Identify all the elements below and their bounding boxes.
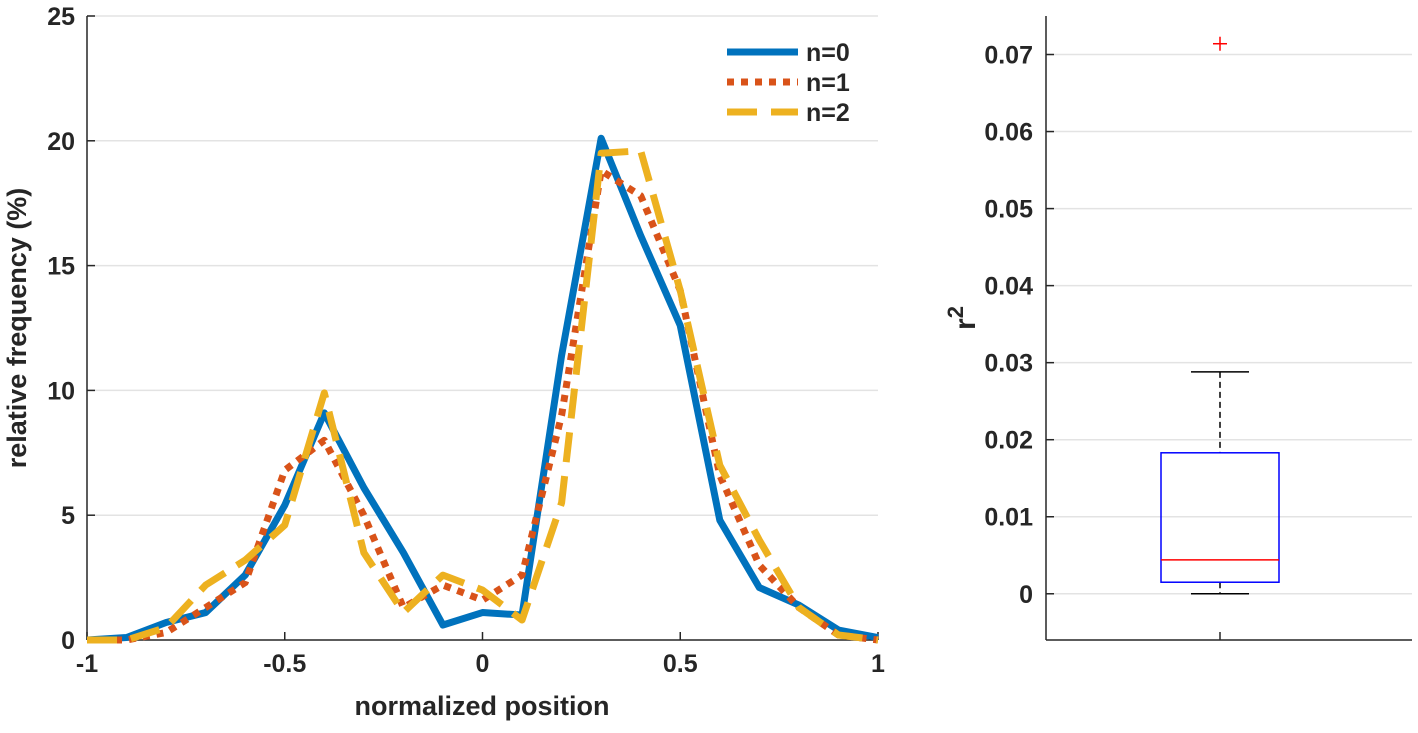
- box-y-axis-label-superscript: 2: [943, 306, 968, 318]
- y-tick-label: 0.04: [984, 273, 1033, 301]
- y-tick-label: 0.01: [984, 504, 1033, 532]
- y-tick-label: 0.02: [984, 427, 1033, 455]
- box-plot-panel: 0 0.01 0.02 0.03 0.04 0.05 0.06 0.07: [984, 16, 1412, 641]
- iqr-box: [1160, 452, 1280, 583]
- x-tick-label: -0.5: [263, 650, 306, 678]
- series-line-n2: [87, 147, 879, 644]
- legend-label: n=1: [806, 69, 850, 97]
- x-tick-label: 0: [476, 650, 490, 678]
- series-line-n1: [87, 167, 879, 644]
- box-y-axis-label-base: r: [949, 318, 982, 330]
- y-tick-label: 0.06: [984, 119, 1033, 147]
- line-chart-panel: 0 5 10 15 20 25 -1 -0.5 0 0.5 1 n=0n=1n=2: [47, 3, 885, 678]
- legend-label: n=2: [806, 99, 850, 127]
- y-tick-label: 0: [1019, 581, 1033, 609]
- y-axis-label: relative frequency (%): [2, 188, 32, 469]
- y-tick-label: 0.07: [984, 42, 1033, 70]
- series-line-n0: [86, 134, 879, 644]
- box-y-axis-label: r2: [943, 306, 982, 330]
- y-tick-label: 0: [61, 627, 75, 655]
- x-tick-label: 0.5: [663, 650, 698, 678]
- legend: n=0n=1n=2: [727, 39, 850, 127]
- y-tick-label: 15: [47, 253, 75, 281]
- y-tick-label: 5: [61, 502, 75, 530]
- x-tick-label: 1: [871, 650, 885, 678]
- y-tick-label: 25: [47, 3, 75, 31]
- y-tick-label: 0.05: [984, 196, 1033, 224]
- outlier-marker: [1213, 36, 1227, 51]
- x-tick-label: -1: [76, 650, 98, 678]
- y-tick-label: 10: [47, 377, 75, 405]
- x-axis-label: normalized position: [354, 691, 609, 721]
- y-tick-label: 20: [47, 128, 75, 156]
- legend-label: n=0: [806, 39, 850, 67]
- y-tick-label: 0.03: [984, 350, 1033, 378]
